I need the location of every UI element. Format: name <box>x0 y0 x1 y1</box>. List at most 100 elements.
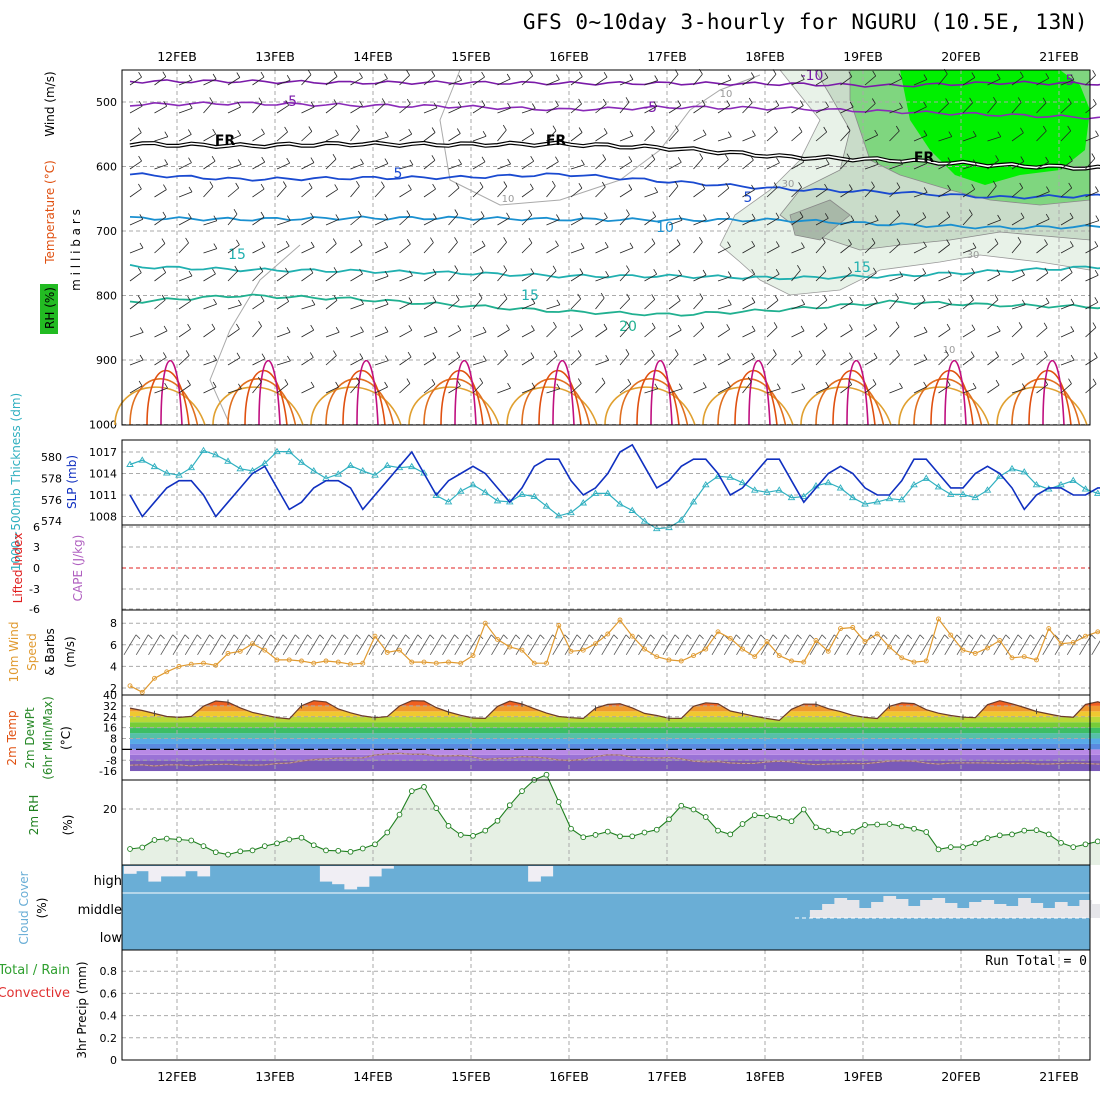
wind-barb-flag <box>455 182 460 189</box>
y-tick: 500 <box>96 96 117 109</box>
wind-barb-flag <box>727 131 732 137</box>
temp-tick: 24 <box>103 711 117 724</box>
wind-barb <box>399 243 411 254</box>
wind-barb <box>1085 327 1097 338</box>
bl-contour <box>702 386 794 426</box>
wind-barb <box>472 360 487 366</box>
surface-barb <box>760 634 774 656</box>
wind-barb <box>129 359 144 366</box>
wind-barb-flag <box>654 187 659 193</box>
wind-speed-point <box>605 631 611 637</box>
wind-barb-flag <box>1045 213 1050 220</box>
wind-barb <box>1011 217 1025 226</box>
wind-barb-flag <box>407 351 412 358</box>
temperature-contour <box>129 293 1100 317</box>
contour-label: 10 <box>720 89 733 100</box>
wind-barb-flag <box>551 180 556 187</box>
wind-barb-flag <box>310 101 315 108</box>
wind-barb-flag <box>1068 182 1073 189</box>
wind-barb <box>350 273 363 282</box>
wind-barb <box>742 302 756 310</box>
surface-barb-flag <box>405 634 410 640</box>
wind-barb-flag <box>212 381 217 388</box>
bl-contour <box>356 359 379 426</box>
wind-speed-point <box>556 622 562 628</box>
wind-barb-flag <box>456 128 461 134</box>
middle-cloud-gap <box>1030 903 1044 918</box>
wind-barb-flag <box>213 215 218 221</box>
wind-barb-flag <box>947 157 952 163</box>
wind-barb-flag <box>309 352 314 358</box>
wind-barb-flag <box>358 239 363 246</box>
middle-cloud-gap <box>1005 906 1019 918</box>
wind-barb <box>595 359 609 366</box>
wind-barb-flag <box>751 325 756 332</box>
wind-barb <box>423 273 437 282</box>
surface-barb <box>907 634 921 656</box>
middle-cloud-gap <box>895 899 909 918</box>
wind-barb <box>472 216 485 226</box>
surface-barb <box>380 634 394 656</box>
wind-barb <box>497 129 507 142</box>
wind-barb <box>1085 191 1099 198</box>
wind-barb-flag <box>577 378 582 384</box>
wind-barb <box>644 243 656 254</box>
wind-barb-flag <box>603 71 608 78</box>
wind-barb <box>448 356 461 366</box>
bl-contour <box>423 378 493 426</box>
wind-barb-flag <box>284 126 288 133</box>
wind-barb-flag <box>627 378 632 385</box>
surface-barb-flag <box>466 634 472 640</box>
wind-speed-point <box>617 617 623 623</box>
rh-point <box>715 827 721 834</box>
wind-barb <box>276 186 287 198</box>
surface-barb-flag <box>209 634 214 640</box>
middle-cloud-gap <box>944 903 958 918</box>
wind-barb <box>889 298 899 310</box>
thickness-point <box>309 467 318 474</box>
thickness-point <box>763 488 771 495</box>
wind-speed-point <box>764 639 770 645</box>
wind-barb-flag <box>431 155 436 161</box>
wind-barb <box>644 191 658 198</box>
rh-point <box>800 806 807 813</box>
wind-barb-flag <box>899 159 904 165</box>
wind-barb <box>129 188 142 198</box>
wind-barb <box>448 133 461 142</box>
wind-speed-point <box>372 633 378 639</box>
wind-barb-flag <box>480 211 485 217</box>
wind-barb <box>766 354 777 366</box>
temperature-band <box>130 733 1100 739</box>
wind-barb-flag <box>946 380 951 386</box>
wind-speed-point <box>654 654 660 660</box>
surface-barb <box>625 634 639 656</box>
wind-barb <box>399 329 412 338</box>
thickness-point <box>175 471 183 478</box>
wind-barb <box>962 164 977 170</box>
surface-barb <box>442 634 455 656</box>
wind-barb-flag <box>553 350 558 357</box>
rh-point <box>960 844 966 850</box>
wind-barb <box>791 388 805 394</box>
wind-barb <box>423 132 436 142</box>
wind-barb-flag <box>260 183 265 190</box>
wind-barb-flag <box>333 99 338 105</box>
wind-barb <box>154 105 167 114</box>
wind-barb <box>619 161 633 170</box>
temperature-band <box>130 749 1100 755</box>
surface-barb-flag <box>368 634 374 640</box>
rh-point <box>1045 831 1052 838</box>
wind-barb-flag <box>629 74 634 80</box>
wind-barb-flag <box>406 70 410 76</box>
wind-barb-flag <box>600 292 605 299</box>
wind-barb-flag <box>555 156 559 162</box>
wind-barb <box>399 189 412 198</box>
wind-barb-flag <box>1042 125 1047 132</box>
slp-tick: 1014 <box>89 468 117 481</box>
thickness-point <box>738 478 747 486</box>
wind-barb-flag <box>236 323 240 330</box>
surface-barb-flag <box>980 634 986 640</box>
wind-barb <box>472 297 483 310</box>
wind-barb-flag <box>188 270 193 277</box>
